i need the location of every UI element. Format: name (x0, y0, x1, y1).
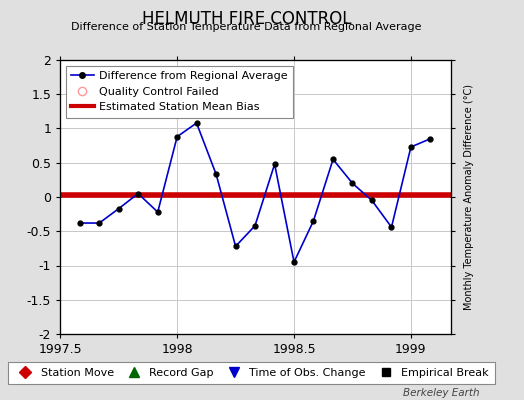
Legend: Difference from Regional Average, Quality Control Failed, Estimated Station Mean: Difference from Regional Average, Qualit… (66, 66, 293, 118)
Text: Berkeley Earth: Berkeley Earth (403, 388, 479, 398)
Text: Difference of Station Temperature Data from Regional Average: Difference of Station Temperature Data f… (71, 22, 421, 32)
Text: HELMUTH FIRE CONTROL: HELMUTH FIRE CONTROL (141, 10, 351, 28)
Legend: Station Move, Record Gap, Time of Obs. Change, Empirical Break: Station Move, Record Gap, Time of Obs. C… (8, 362, 495, 384)
Y-axis label: Monthly Temperature Anomaly Difference (°C): Monthly Temperature Anomaly Difference (… (464, 84, 474, 310)
